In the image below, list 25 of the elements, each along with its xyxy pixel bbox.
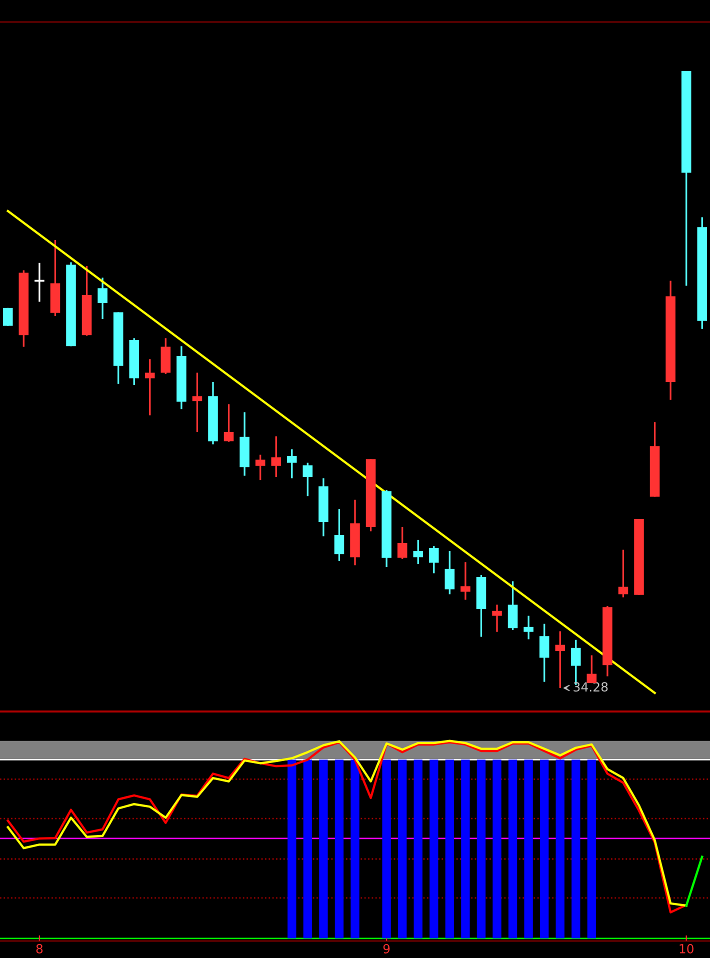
candlestick [302,462,313,497]
x-tick-label: 9 [383,944,390,954]
x-tick-label: 8 [36,944,43,954]
candlestick [224,403,234,443]
candlestick [3,307,13,327]
candlestick [492,604,502,633]
candlestick [287,448,297,480]
candlestick [271,435,281,478]
candlestick [255,454,266,481]
candlestick [413,539,423,565]
candlestick [508,580,518,631]
candlestick [429,545,439,574]
candlestick [397,526,408,560]
annotation: 34.28 [574,682,608,692]
candlestick [524,614,534,640]
candlestick [618,548,628,598]
candlestick [334,508,344,562]
candlestick [192,372,202,433]
candlestick [460,561,470,601]
candlestick [444,550,455,596]
x-tick-label: 10 [680,944,694,954]
candlestick [539,622,550,683]
candlestick [145,358,155,416]
candlestick [586,654,597,684]
candlestick [98,276,108,320]
